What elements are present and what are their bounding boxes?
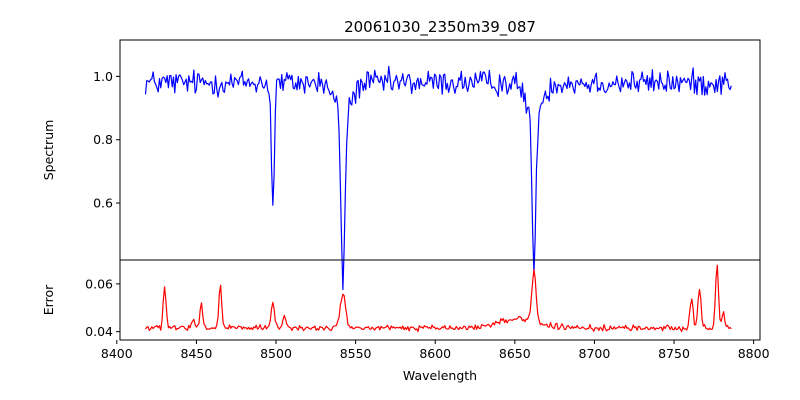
wavelength-xtick-label: 8600 <box>419 346 451 361</box>
wavelength-xtick-label: 8550 <box>340 346 372 361</box>
error-ytick-label: 0.06 <box>85 276 113 291</box>
error-panel-frame <box>119 259 761 341</box>
wavelength-xtick-label: 8400 <box>101 346 133 361</box>
wavelength-xtick-label: 8450 <box>181 346 213 361</box>
error-y-axis-label: Error <box>41 284 56 315</box>
spectrum-series-line <box>144 65 732 291</box>
spectrum-y-axis-label: Spectrum <box>41 120 56 181</box>
error-y-axis: 0.04 0.06 <box>85 276 120 339</box>
wavelength-xtick-label: 8650 <box>499 346 531 361</box>
spectrum-ytick-label: 1.0 <box>93 69 113 84</box>
wavelength-xtick-label: 8700 <box>579 346 611 361</box>
spectrum-ytick-label: 0.6 <box>93 196 113 211</box>
spectrum-y-axis: 0.6 0.8 1.0 <box>93 69 120 211</box>
spectrum-ytick-label: 0.8 <box>93 132 113 147</box>
wavelength-x-axis-label: Wavelength <box>403 368 477 383</box>
error-panel: 0.04 0.06 8400 8450 8500 8550 8600 8650 8700 875… <box>41 259 770 383</box>
wavelength-xtick-label: 8750 <box>658 346 690 361</box>
wavelength-xtick-label: 8500 <box>260 346 292 361</box>
wavelength-xtick-label: 8800 <box>738 346 770 361</box>
chart-title: 20061030_2350m39_087 <box>344 18 536 37</box>
error-series-line <box>144 264 732 333</box>
error-ytick-label: 0.04 <box>85 324 113 339</box>
wavelength-x-axis: 8400 8450 8500 8550 8600 8650 8700 8750 8800 <box>101 340 770 361</box>
